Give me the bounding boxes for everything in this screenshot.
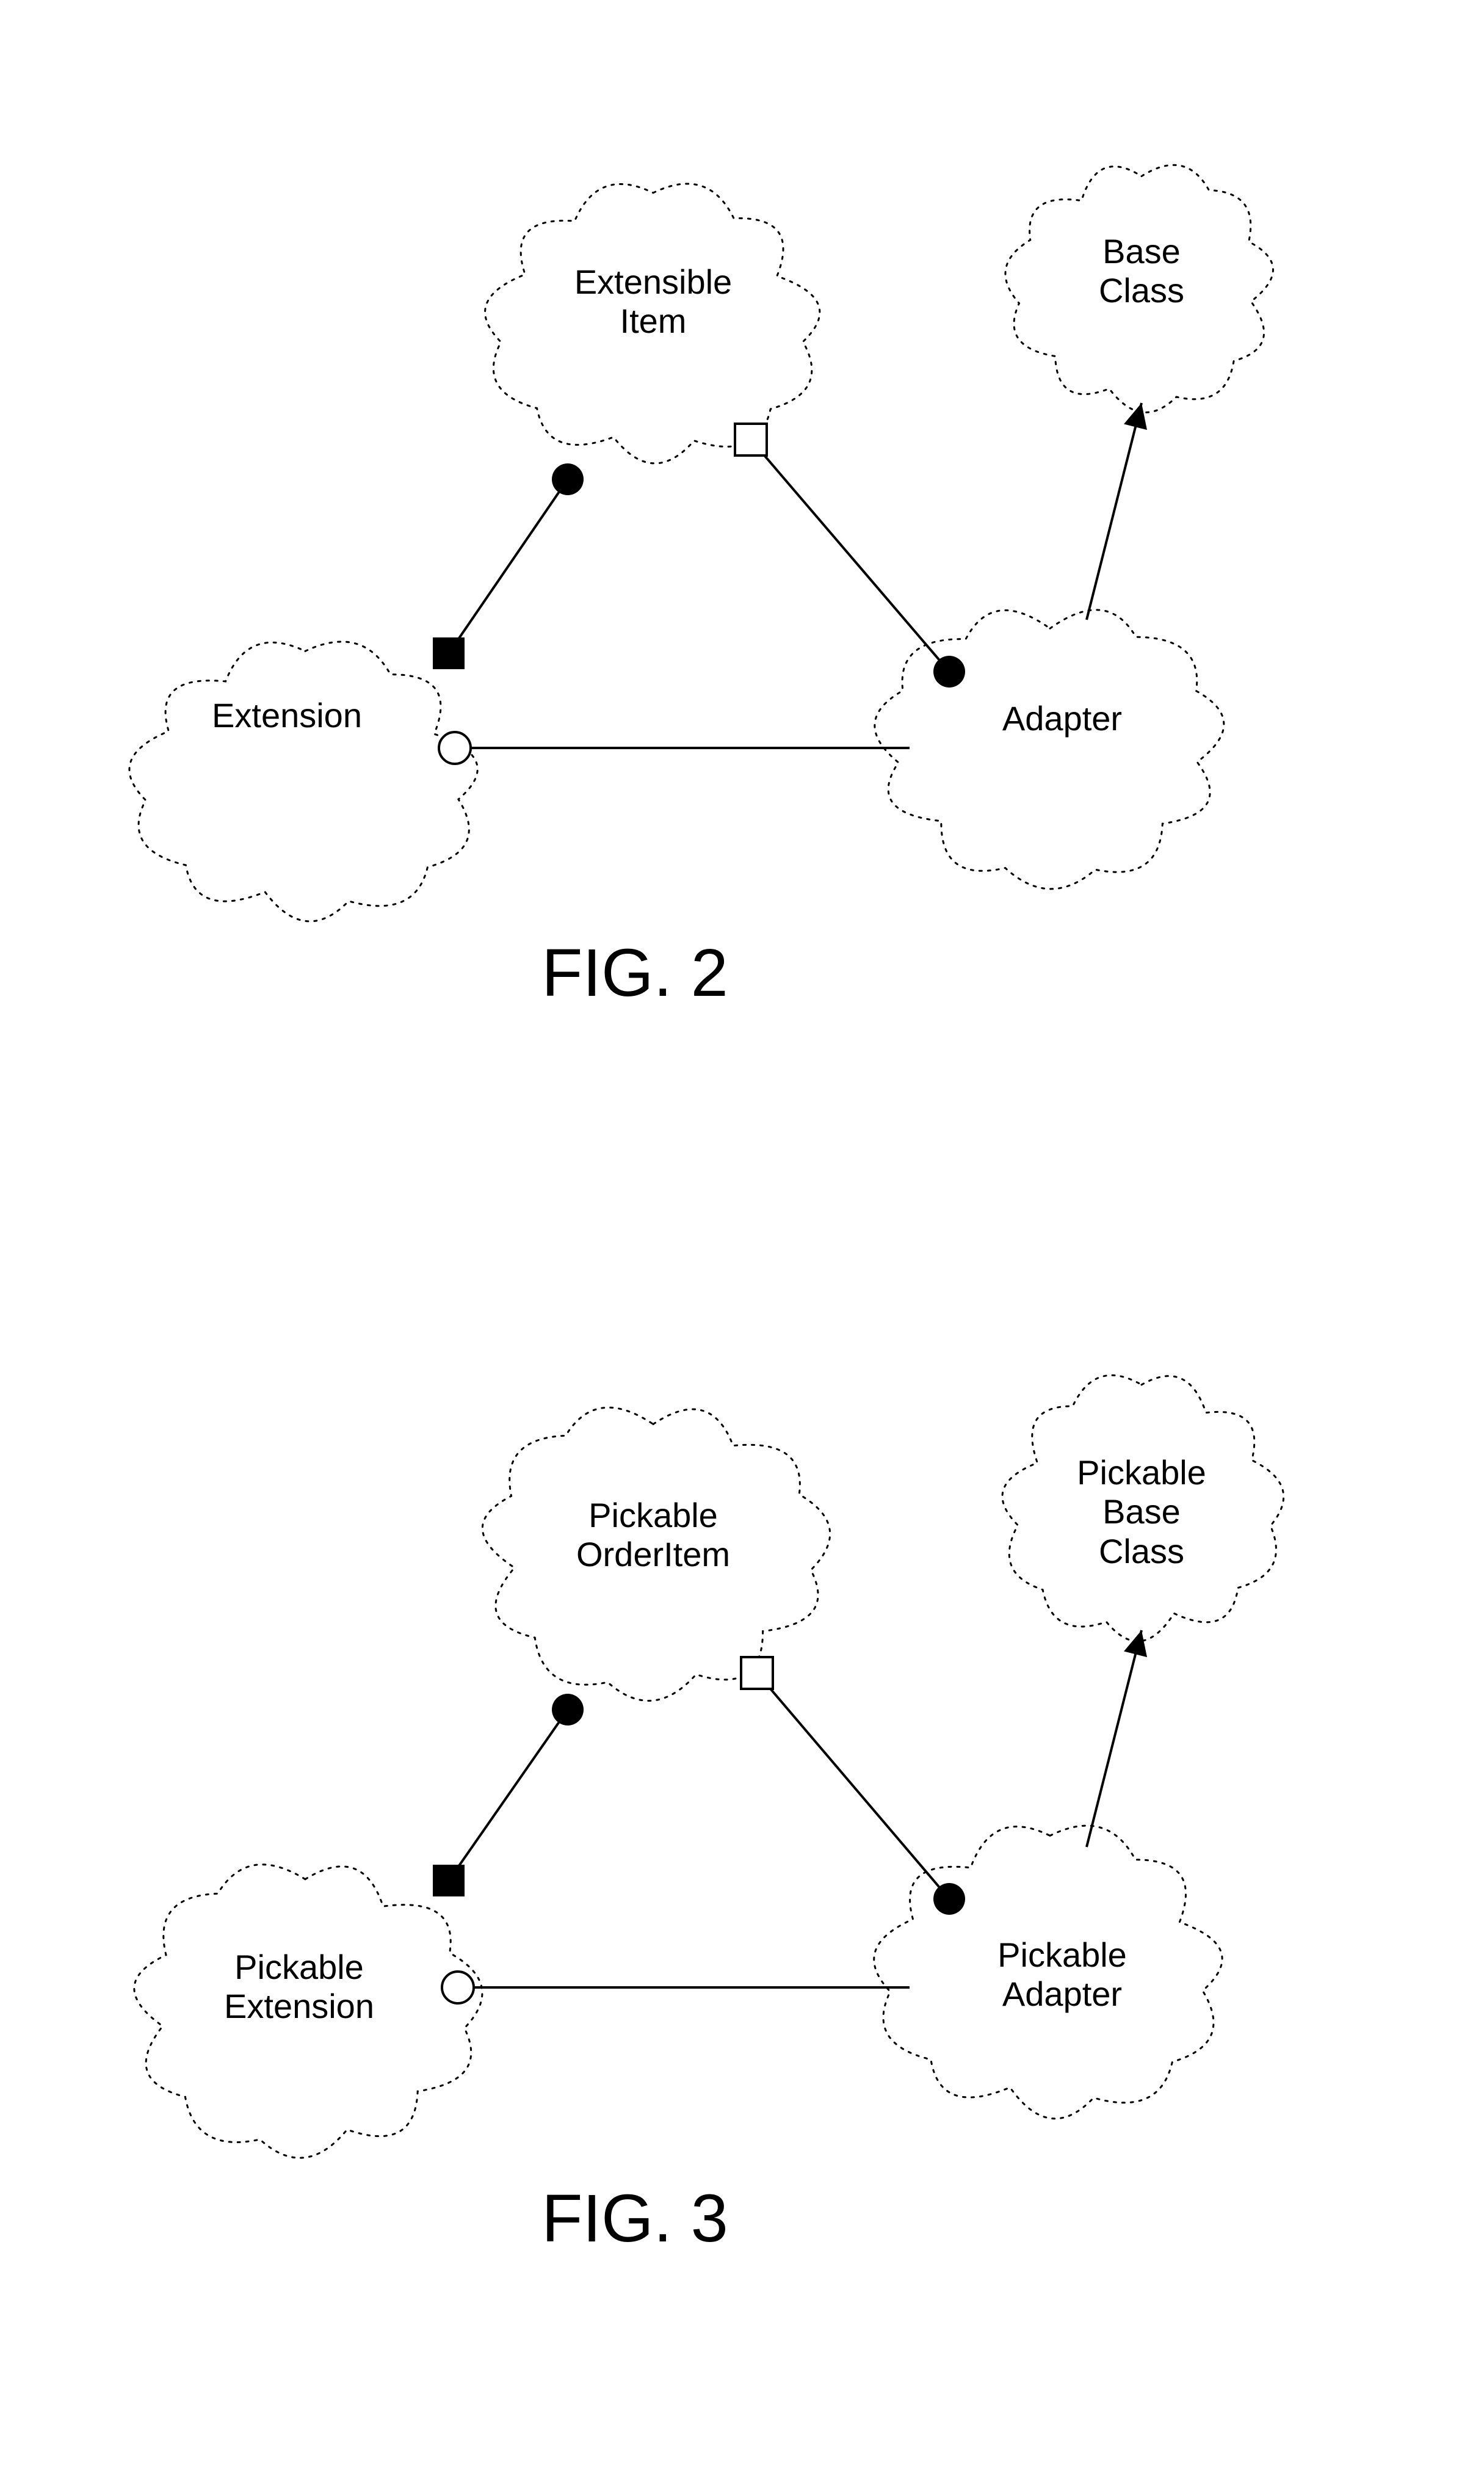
node-label-p_adapter: PickableAdapter (903, 1936, 1221, 2014)
diagram-canvas (0, 0, 1484, 2482)
node-label-adapter: Adapter (903, 699, 1221, 738)
figure-caption-fig2: FIG. 2 (452, 934, 818, 1012)
node-label-p_orderitem: PickableOrderItem (494, 1496, 812, 1575)
node-label-extension: Extension (128, 696, 446, 735)
node-label-p_base: PickableBaseClass (983, 1453, 1300, 1571)
cloud-node-adapter (875, 610, 1224, 889)
node-label-base: BaseClass (983, 232, 1300, 311)
figure-caption-fig3: FIG. 3 (452, 2180, 818, 2257)
cloud-node-extension (129, 642, 477, 921)
node-label-ext_item: ExtensibleItem (494, 263, 812, 341)
node-label-p_extension: PickableExtension (140, 1948, 458, 2027)
page: ExtensibleItem BaseClass Extension Adapter F… (0, 0, 1484, 2482)
